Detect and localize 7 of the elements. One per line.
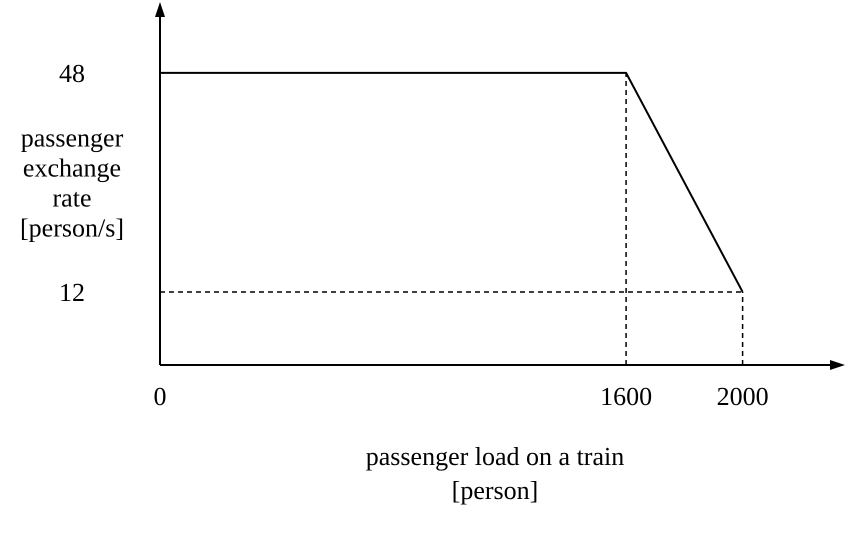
x-tick-label: 0 bbox=[154, 382, 166, 411]
x-tick-label: 1600 bbox=[600, 382, 652, 411]
y-axis-title: passenger exchange rate [person/s] bbox=[20, 123, 124, 242]
x-axis-title: passenger load on a train [person] bbox=[366, 442, 624, 505]
y-tick-label: 48 bbox=[59, 58, 85, 88]
x-tick-label: 2000 bbox=[716, 382, 769, 411]
y-tick-label: 12 bbox=[59, 278, 85, 307]
